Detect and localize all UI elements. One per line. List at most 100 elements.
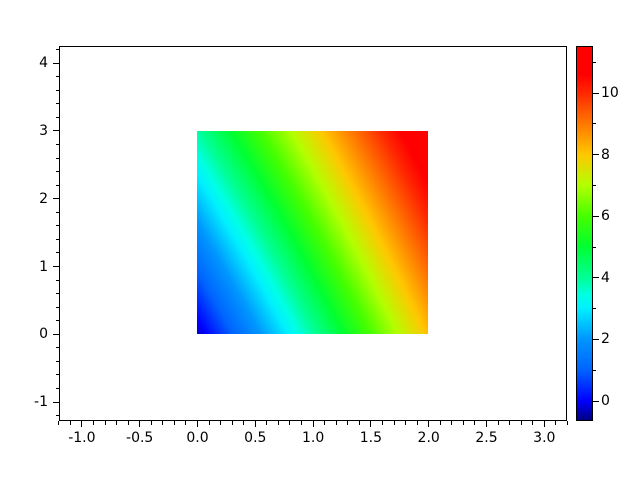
y-major-tick	[53, 266, 59, 267]
y-minor-tick	[55, 279, 59, 281]
colorbar-tick-label: 6	[601, 208, 610, 225]
colorbar-minor-tick	[592, 184, 596, 186]
y-minor-tick	[55, 238, 59, 240]
y-minor-tick	[55, 89, 59, 91]
y-axis-tick-label: -1	[34, 394, 48, 411]
y-minor-tick	[55, 184, 59, 186]
colorbar-minor-tick	[592, 123, 596, 125]
x-minor-tick	[220, 421, 222, 425]
y-axis-tick-label: 1	[39, 258, 48, 275]
y-major-tick	[53, 130, 59, 132]
x-minor-tick	[69, 421, 71, 425]
x-axis-tick-label: 2.5	[475, 430, 498, 446]
x-minor-tick	[231, 421, 233, 425]
y-minor-tick	[55, 415, 59, 417]
y-minor-tick	[55, 116, 59, 118]
colorbar-minor-tick	[592, 246, 596, 248]
x-minor-tick	[116, 421, 118, 425]
x-axis-tick-label: 1.0	[301, 430, 325, 446]
y-major-tick	[53, 62, 59, 64]
y-axis-tick-label: 0	[39, 326, 48, 343]
colorbar	[576, 46, 593, 421]
x-minor-tick	[439, 421, 441, 425]
y-minor-tick	[55, 211, 59, 213]
x-minor-tick	[451, 421, 453, 425]
colorbar-tick-label: 10	[601, 85, 619, 101]
x-minor-tick	[393, 421, 395, 425]
y-axis-tick-label: 4	[39, 55, 48, 72]
y-minor-tick	[55, 320, 59, 322]
colorbar-tick-label: 8	[601, 146, 610, 163]
x-minor-tick	[462, 421, 464, 425]
y-minor-tick	[55, 252, 59, 254]
x-major-tick	[312, 421, 314, 427]
x-major-tick	[81, 421, 83, 427]
x-major-tick	[139, 421, 141, 427]
x-minor-tick	[92, 421, 94, 425]
x-axis-tick-label: 1.5	[359, 430, 383, 446]
x-minor-tick	[208, 421, 210, 425]
x-minor-tick	[104, 421, 106, 425]
y-minor-tick	[55, 143, 59, 145]
x-minor-tick	[150, 421, 152, 425]
y-minor-tick	[55, 157, 59, 159]
y-minor-tick	[55, 293, 59, 295]
colorbar-major-tick	[592, 92, 599, 94]
x-axis-tick-label: 3.0	[533, 430, 556, 446]
y-major-tick	[53, 401, 59, 403]
x-axis-tick-label: -0.5	[126, 430, 154, 446]
colorbar-minor-tick	[592, 308, 596, 310]
x-minor-tick	[416, 421, 418, 425]
x-axis-tick-label: 2.0	[417, 430, 440, 446]
x-minor-tick	[58, 421, 60, 425]
y-major-tick	[53, 198, 59, 200]
colorbar-major-tick	[592, 400, 599, 402]
y-minor-tick	[55, 347, 59, 349]
colorbar-major-tick	[592, 277, 599, 279]
y-minor-tick	[55, 374, 59, 376]
y-minor-tick	[55, 76, 59, 78]
y-minor-tick	[55, 360, 59, 362]
x-minor-tick	[243, 421, 245, 425]
y-minor-tick	[55, 49, 59, 51]
colorbar-major-tick	[592, 215, 599, 217]
colorbar-tick-label: 4	[601, 269, 610, 286]
colorbar-tick-label: 2	[601, 331, 610, 348]
x-minor-tick	[566, 421, 568, 425]
x-axis-tick-label: 0.0	[186, 430, 209, 446]
x-major-tick	[543, 421, 545, 427]
x-minor-tick	[127, 421, 129, 425]
colorbar-minor-tick	[592, 61, 596, 63]
x-major-tick	[197, 421, 198, 427]
x-minor-tick	[555, 421, 557, 425]
y-minor-tick	[55, 171, 59, 173]
y-minor-tick	[55, 103, 59, 105]
x-minor-tick	[162, 421, 164, 425]
x-minor-tick	[532, 421, 534, 425]
x-axis-tick-label: -1.0	[68, 430, 96, 446]
y-minor-tick	[55, 225, 59, 227]
colorbar-gradient	[577, 47, 592, 420]
x-minor-tick	[358, 421, 360, 425]
x-axis-tick-label: 0.5	[244, 430, 267, 446]
x-minor-tick	[324, 421, 326, 425]
x-minor-tick	[301, 421, 303, 425]
y-minor-tick	[55, 388, 59, 390]
x-minor-tick	[497, 421, 499, 425]
colorbar-major-tick	[592, 338, 599, 340]
colorbar-minor-tick	[592, 369, 596, 371]
y-minor-tick	[55, 306, 59, 308]
x-minor-tick	[381, 421, 383, 425]
x-minor-tick	[347, 421, 349, 425]
heatmap-image	[197, 131, 428, 334]
x-minor-tick	[509, 421, 511, 425]
colorbar-major-tick	[592, 154, 599, 156]
x-minor-tick	[289, 421, 291, 425]
colorbar-tick-label: 0	[601, 393, 610, 409]
x-major-tick	[254, 421, 256, 427]
x-minor-tick	[277, 421, 279, 425]
x-minor-tick	[173, 421, 175, 425]
x-major-tick	[370, 421, 372, 427]
x-minor-tick	[185, 421, 187, 425]
